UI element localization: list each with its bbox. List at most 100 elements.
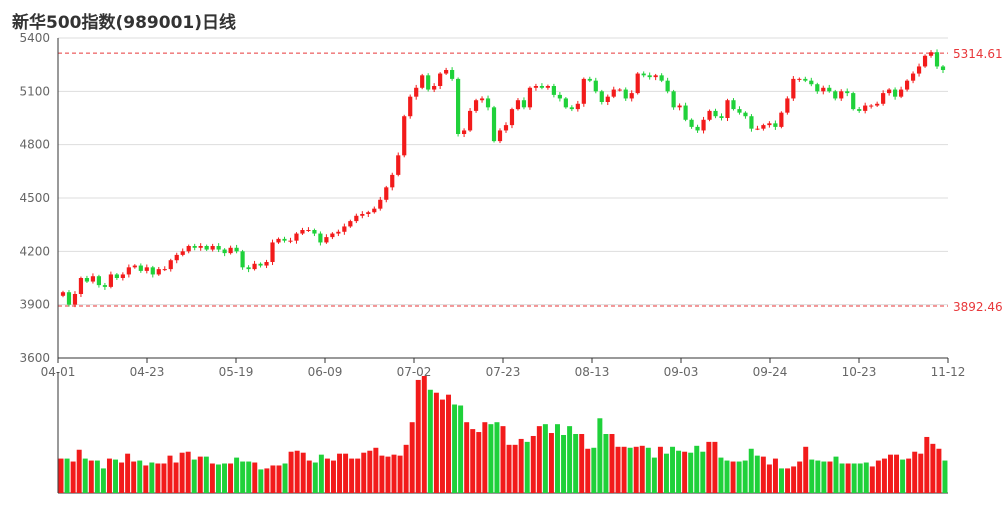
candle-body: [599, 91, 604, 102]
volume-bar: [373, 447, 379, 493]
volume-bar: [209, 463, 215, 493]
candle-body: [659, 75, 664, 81]
candle-body: [581, 78, 586, 104]
candle-body: [791, 78, 796, 99]
volume-bar: [415, 379, 421, 493]
candle-body: [348, 221, 353, 227]
candle-body: [336, 231, 341, 234]
volume-bar: [857, 463, 863, 493]
volume-bar: [246, 461, 252, 493]
candle-body: [491, 107, 497, 142]
volume-bar: [300, 452, 306, 493]
volume-bar: [500, 426, 506, 493]
candle-body: [839, 91, 844, 99]
candle-body: [940, 66, 946, 70]
candle-body: [432, 86, 437, 90]
candle-body: [312, 230, 317, 234]
volume-bar: [900, 459, 906, 493]
volume-bar: [506, 444, 512, 493]
date-tick-label: 05-19: [219, 365, 254, 379]
volume-bar: [403, 444, 409, 493]
volume-bar: [294, 450, 300, 493]
candle-body: [222, 249, 227, 254]
candle-body: [737, 109, 742, 113]
candle-body: [216, 246, 221, 250]
volume-bar: [167, 455, 173, 493]
candle-body: [162, 269, 167, 271]
candle-body: [456, 78, 461, 134]
volume-bar: [663, 453, 669, 493]
volume-bar: [106, 458, 112, 493]
candle-body: [461, 130, 467, 134]
candle-body: [390, 174, 395, 188]
volume-bar: [312, 462, 318, 493]
volume-bar: [700, 451, 706, 493]
volume-bar: [597, 418, 603, 493]
volume-bar: [609, 434, 615, 493]
candle-body: [887, 89, 892, 94]
candle-body: [72, 294, 78, 305]
volume-bar: [881, 458, 887, 493]
candle-body: [408, 96, 413, 117]
volume-bar: [869, 466, 875, 493]
price-tick-label: 5100: [19, 84, 50, 98]
candle-body: [282, 238, 287, 241]
volume-bar: [912, 451, 918, 493]
volume-bar: [706, 441, 712, 493]
candle-body: [330, 233, 335, 238]
candle-body: [108, 274, 113, 287]
volume-bar: [324, 458, 330, 493]
volume-bar: [754, 455, 760, 493]
reference-line-label: 5314.61: [953, 47, 1003, 61]
volume-bar: [815, 460, 821, 493]
volume-bar: [621, 446, 627, 493]
candle-body: [928, 52, 934, 56]
volume-bar: [143, 465, 149, 493]
volume-bar: [76, 449, 82, 493]
candle-body: [521, 100, 527, 108]
volume-bar: [839, 463, 845, 493]
candle-body: [467, 110, 473, 131]
candle-body: [677, 105, 682, 108]
candle-body: [186, 246, 191, 252]
volume-bar: [458, 405, 464, 493]
candle-body: [132, 265, 137, 268]
candle-body: [384, 187, 389, 200]
volume-bar: [530, 435, 536, 493]
date-tick-label: 06-09: [308, 365, 343, 379]
candle-body: [731, 100, 736, 110]
candle-body: [234, 247, 239, 252]
volume-bar: [772, 458, 778, 493]
candle-body: [120, 274, 125, 278]
date-tick-label: 07-02: [397, 365, 432, 379]
volume-bar: [730, 461, 736, 493]
volume-bar: [712, 441, 718, 493]
volume-bar: [64, 458, 70, 493]
candle-body: [653, 75, 658, 78]
candle-body: [899, 89, 904, 97]
candle-body: [444, 70, 449, 74]
volume-bar: [603, 434, 609, 493]
candle-body: [174, 254, 179, 261]
volume-bar: [791, 466, 797, 493]
chart-title: 新华500指数(989001)日线: [12, 13, 236, 33]
candle-body: [84, 278, 90, 282]
volume-bar: [355, 458, 361, 493]
date-tick-label: 10-23: [842, 365, 877, 379]
candle-body: [300, 230, 305, 234]
volume-bar: [555, 424, 560, 493]
volume-bar: [894, 454, 900, 493]
volume-bar: [724, 460, 730, 493]
volume-bar: [918, 453, 924, 493]
volume-bar: [875, 460, 881, 493]
candle-body: [761, 125, 766, 129]
volume-bar: [446, 394, 451, 493]
candle-body: [485, 98, 491, 108]
volume-bar: [191, 459, 197, 493]
candle-body: [809, 80, 814, 85]
candle-body: [635, 73, 640, 94]
candle-body: [114, 274, 119, 278]
candle-body: [611, 89, 616, 97]
